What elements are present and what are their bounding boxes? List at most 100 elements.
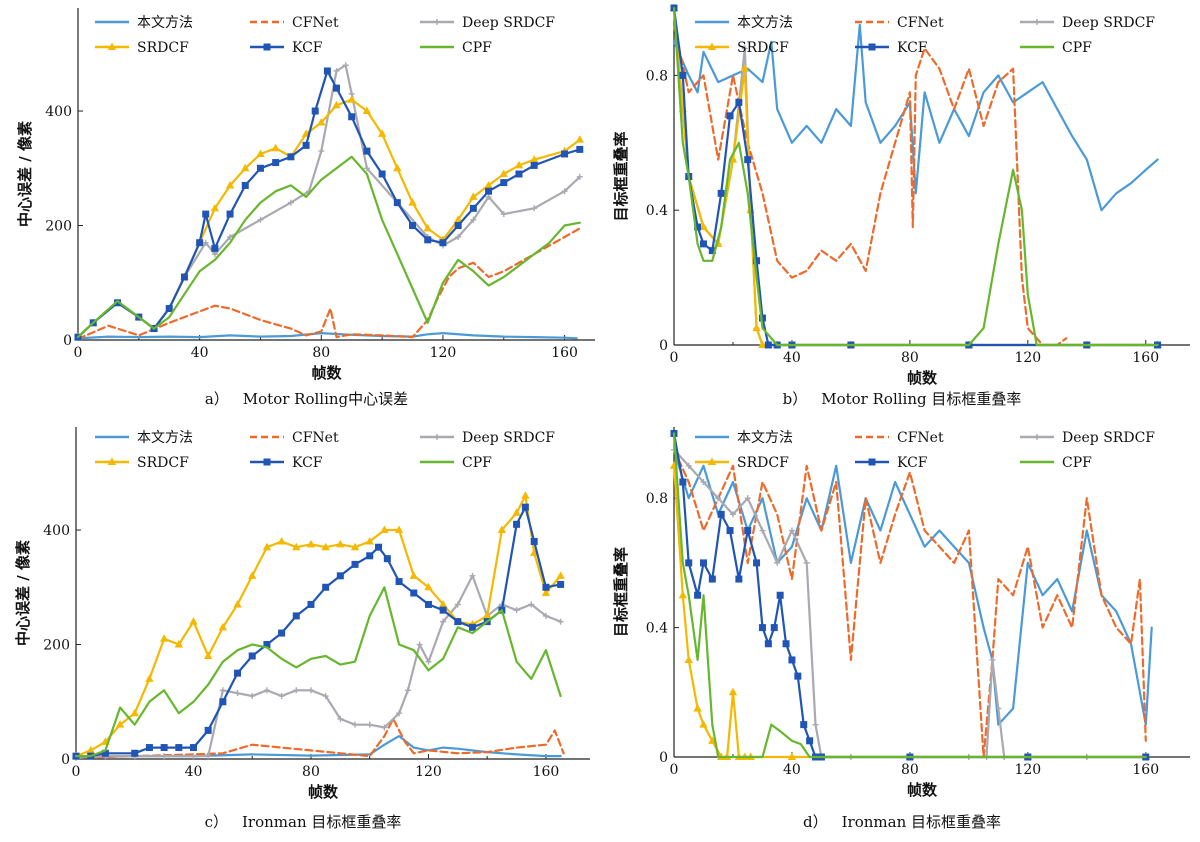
point-kcf <box>744 156 752 164</box>
legend-label: CFNet <box>897 15 944 31</box>
point-srdcf <box>521 491 530 499</box>
y-tick-label: 400 <box>43 523 70 539</box>
x-tick-label: 120 <box>415 764 442 780</box>
legend-item-deep: Deep SRDCF <box>1020 15 1155 31</box>
point-kcf <box>226 210 234 218</box>
legend-label: 本文方法 <box>737 15 793 31</box>
legend-marker <box>434 19 440 25</box>
legend-label: KCF <box>897 40 928 56</box>
point-kcf <box>322 583 330 591</box>
x-tick-label: 0 <box>72 764 81 780</box>
point-kcf <box>439 606 447 614</box>
point-deep <box>416 641 423 648</box>
point-srdcf <box>575 135 584 143</box>
line-deep <box>76 64 581 339</box>
point-kcf <box>375 543 383 551</box>
point-kcf <box>500 179 508 187</box>
point-deep <box>318 148 325 155</box>
point-srdcf <box>512 508 521 516</box>
figure-caption: d） Ironman 目标框重叠率 <box>803 813 1001 831</box>
point-kcf <box>101 749 109 757</box>
caption-text: Ironman 目标框重叠率 <box>242 813 401 831</box>
point-deep <box>202 239 209 246</box>
x-axis-title: 帧数 <box>311 364 342 382</box>
legend-marker <box>707 42 717 50</box>
point-deep <box>759 527 766 534</box>
legend-item-cfnet: CFNet <box>250 430 339 446</box>
caption-letter: d） <box>803 813 828 831</box>
point-srdcf <box>752 323 761 332</box>
legend-label: CPF <box>1062 40 1092 56</box>
legend-item-proposed: 本文方法 <box>95 15 193 31</box>
point-kcf <box>530 537 538 545</box>
point-srdcf <box>438 599 448 608</box>
point-srdcf <box>248 571 257 579</box>
chart-panel-c: 0 40 80 120 160 200 400 0 帧数 中心误差 / 像素 本文方法 CFNet De… <box>0 419 600 838</box>
x-tick-label: 120 <box>430 345 457 361</box>
point-srdcf <box>693 703 702 712</box>
legend-label: KCF <box>292 40 323 56</box>
point-deep <box>557 618 564 625</box>
point-kcf <box>278 629 286 637</box>
point-srdcf <box>347 95 356 103</box>
figure-caption: c） Ironman 目标框重叠率 <box>205 813 402 831</box>
x-tick-label: 80 <box>302 764 320 780</box>
point-deep <box>455 233 462 240</box>
x-axis-title: 帧数 <box>907 369 938 387</box>
point-deep <box>307 687 314 694</box>
point-kcf <box>753 559 761 567</box>
point-deep <box>729 511 736 518</box>
point-kcf <box>256 164 264 172</box>
point-srdcf <box>684 655 693 663</box>
legend-label: CFNet <box>292 15 339 31</box>
point-deep <box>469 572 476 579</box>
point-kcf <box>764 341 772 349</box>
point-kcf <box>735 575 743 583</box>
y-axis-title: 中心误差 / 像素 <box>16 121 34 227</box>
figure-caption: a） Motor Rolling中心误差 <box>205 390 408 408</box>
point-kcf <box>395 578 403 586</box>
line-proposed <box>74 735 562 759</box>
point-kcf <box>196 239 204 247</box>
legend-label: KCF <box>292 455 323 471</box>
point-srdcf <box>380 525 389 534</box>
point-kcf <box>576 145 584 153</box>
point-srdcf <box>332 100 341 109</box>
point-deep <box>803 559 810 566</box>
point-deep <box>576 173 583 180</box>
chart-panel-b: 0 40 80 120 160 0.4 0.8 0 帧数 目标框重叠率 本文方法 CFNet Deep … <box>600 0 1200 419</box>
point-kcf <box>800 721 808 729</box>
legend-item-cpf: CPF <box>420 40 492 56</box>
legend-label: CPF <box>462 40 492 56</box>
point-srdcf <box>469 192 478 200</box>
point-kcf <box>410 589 418 597</box>
point-srdcf <box>728 687 738 696</box>
point-deep <box>995 705 1002 712</box>
point-srdcf <box>350 542 360 551</box>
legend-label: CPF <box>1062 455 1092 471</box>
point-srdcf <box>678 590 688 599</box>
point-srdcf <box>159 634 169 642</box>
point-kcf <box>393 199 401 207</box>
line-cfnet <box>672 448 1147 759</box>
point-deep <box>542 612 549 619</box>
point-deep <box>396 710 403 717</box>
point-kcf <box>708 247 716 255</box>
caption-text: Ironman 目标框重叠率 <box>842 813 1001 831</box>
point-deep <box>788 527 795 534</box>
point-kcf <box>189 744 197 752</box>
point-deep <box>989 656 996 663</box>
legend-label: Deep SRDCF <box>1062 430 1155 446</box>
point-kcf <box>758 624 766 632</box>
point-srdcf <box>453 215 463 223</box>
legend-item-kcf: KCF <box>250 455 323 471</box>
point-srdcf <box>86 745 95 754</box>
point-srdcf <box>499 169 508 177</box>
point-deep <box>812 721 819 728</box>
point-deep <box>561 188 568 195</box>
chart-b-svg: 0 40 80 120 160 0.4 0.8 0 帧数 目标框重叠率 本文方法 CFNet Deep … <box>612 3 1190 408</box>
point-srdcf <box>203 651 213 659</box>
series-cpf <box>74 586 562 758</box>
chart-d-svg: 0 40 80 120 160 0.4 0.8 0 帧数 目标框重叠率 本文方法 CFNet Deep … <box>612 427 1190 831</box>
point-kcf <box>542 583 550 591</box>
